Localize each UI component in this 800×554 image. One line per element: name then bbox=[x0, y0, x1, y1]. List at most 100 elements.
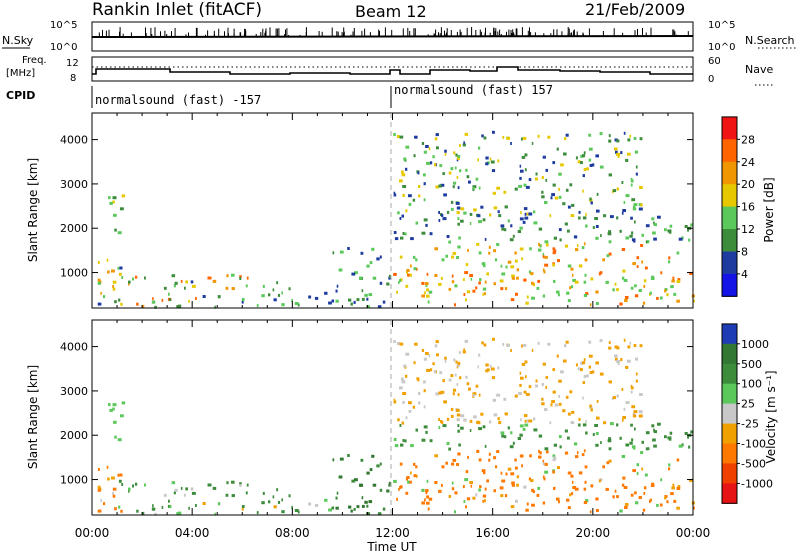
data-cell bbox=[152, 300, 155, 304]
data-cell bbox=[452, 458, 457, 462]
data-cell bbox=[491, 169, 496, 173]
data-cell bbox=[401, 380, 406, 384]
colorbar-frame bbox=[721, 323, 738, 504]
data-cell bbox=[433, 163, 437, 167]
data-cell bbox=[451, 255, 455, 259]
data-cell bbox=[443, 400, 447, 404]
data-cell bbox=[379, 255, 382, 259]
data-cell bbox=[564, 137, 567, 141]
data-cell bbox=[294, 509, 299, 512]
data-cell bbox=[616, 152, 621, 156]
data-cell bbox=[537, 486, 541, 490]
data-cell bbox=[659, 503, 663, 507]
data-cell bbox=[531, 296, 535, 300]
data-cell bbox=[288, 287, 291, 291]
data-cell bbox=[314, 296, 319, 300]
data-cell bbox=[458, 236, 461, 240]
data-cell bbox=[180, 486, 183, 490]
data-cell bbox=[426, 368, 431, 372]
data-cell bbox=[261, 294, 265, 298]
data-cell bbox=[152, 507, 155, 511]
data-cell bbox=[632, 262, 636, 266]
data-cell bbox=[640, 244, 644, 247]
data-cell bbox=[544, 462, 548, 466]
data-cell bbox=[418, 401, 421, 405]
data-cell bbox=[521, 155, 526, 159]
data-cell bbox=[413, 474, 417, 478]
data-cell bbox=[134, 482, 138, 486]
data-cell bbox=[457, 361, 461, 365]
data-cell bbox=[572, 486, 577, 489]
data-cell bbox=[460, 414, 465, 418]
date-title: 21/Feb/2009 bbox=[585, 0, 685, 19]
data-cell bbox=[417, 378, 420, 382]
colorbar-tick-label: 500 bbox=[741, 358, 762, 371]
data-cell bbox=[539, 451, 542, 455]
data-cell bbox=[676, 280, 681, 283]
data-cell bbox=[350, 302, 353, 306]
data-cell bbox=[516, 475, 520, 479]
data-cell bbox=[485, 363, 489, 367]
data-cell bbox=[557, 259, 560, 263]
data-cell bbox=[109, 408, 113, 412]
data-cell bbox=[190, 280, 194, 284]
data-cell bbox=[112, 280, 117, 284]
data-cell bbox=[519, 454, 524, 458]
data-cell bbox=[573, 235, 578, 239]
data-cell bbox=[477, 158, 479, 162]
data-cell bbox=[401, 214, 404, 218]
data-cell bbox=[364, 293, 368, 297]
data-cell bbox=[446, 210, 450, 214]
data-cell bbox=[623, 407, 626, 411]
data-cell bbox=[692, 506, 695, 510]
colorbar-segment bbox=[722, 184, 737, 208]
data-cell bbox=[410, 444, 414, 448]
data-cell bbox=[400, 236, 404, 240]
data-cell bbox=[336, 284, 339, 288]
data-cell bbox=[427, 300, 430, 304]
data-cell bbox=[451, 274, 454, 278]
data-cell bbox=[523, 390, 527, 394]
data-cell bbox=[452, 392, 455, 396]
data-cell bbox=[634, 294, 639, 298]
data-cell bbox=[667, 229, 672, 233]
data-cell bbox=[639, 393, 643, 396]
data-cell bbox=[484, 280, 487, 284]
data-cell bbox=[490, 160, 495, 164]
data-cell bbox=[473, 208, 477, 212]
data-cell bbox=[503, 435, 507, 439]
data-cell bbox=[589, 404, 592, 408]
data-cell bbox=[438, 211, 440, 214]
data-cell bbox=[413, 255, 416, 259]
data-cell bbox=[582, 174, 585, 178]
power-axes: 1000 2000 3000 4000 bbox=[60, 113, 694, 308]
data-cell bbox=[588, 158, 592, 162]
data-cell bbox=[413, 267, 417, 271]
data-cell bbox=[483, 264, 486, 268]
data-cell bbox=[668, 260, 671, 264]
data-cell bbox=[492, 130, 495, 134]
colorbar-tick-label: -100 bbox=[741, 438, 766, 451]
data-cell bbox=[448, 494, 452, 498]
data-cell bbox=[436, 146, 439, 150]
data-cell bbox=[595, 509, 599, 512]
data-cell bbox=[291, 505, 293, 509]
data-cell bbox=[478, 427, 482, 431]
colorbar-segment bbox=[722, 206, 737, 230]
data-cell bbox=[511, 481, 515, 485]
data-cell bbox=[504, 205, 508, 209]
data-cell bbox=[460, 219, 464, 223]
data-cell bbox=[117, 231, 122, 235]
data-cell bbox=[544, 470, 549, 474]
data-cell bbox=[408, 409, 412, 413]
colorbar-tick-label: -1000 bbox=[741, 477, 773, 490]
data-cell bbox=[571, 273, 574, 277]
data-cell bbox=[582, 216, 587, 220]
data-cell bbox=[574, 280, 579, 284]
data-cell bbox=[631, 198, 636, 202]
data-cell bbox=[559, 445, 562, 449]
data-cell bbox=[606, 461, 610, 465]
power-heatmap bbox=[97, 130, 695, 309]
data-cell bbox=[118, 298, 121, 302]
data-cell bbox=[529, 247, 532, 251]
